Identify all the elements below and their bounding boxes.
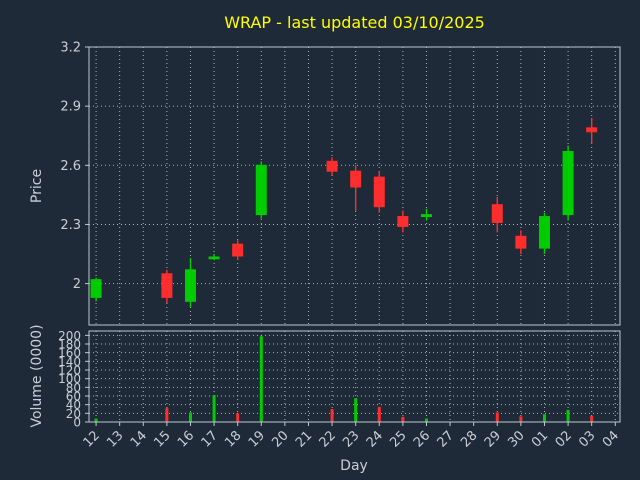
candle-body bbox=[184, 269, 196, 302]
price-tick-label: 2.9 bbox=[60, 100, 81, 115]
volume-panel-frame bbox=[88, 330, 621, 423]
candle-body bbox=[562, 150, 574, 216]
volume-bar bbox=[236, 413, 240, 422]
day-tick-label: 18 bbox=[222, 428, 244, 450]
volume-tick-label: 140 bbox=[58, 355, 81, 369]
volume-tick-label: 60 bbox=[66, 390, 81, 404]
day-tick-label: 15 bbox=[151, 428, 173, 450]
volume-bar bbox=[212, 395, 216, 422]
candle-body bbox=[515, 235, 527, 249]
volume-bar bbox=[495, 412, 499, 422]
volume-bar bbox=[542, 414, 546, 422]
candle-body bbox=[420, 214, 432, 218]
volume-tick-label: 80 bbox=[66, 381, 81, 395]
volume-tick-label: 40 bbox=[66, 398, 81, 412]
volume-bar bbox=[165, 408, 169, 422]
volume-bar bbox=[424, 418, 428, 422]
day-tick-label: 27 bbox=[435, 428, 457, 450]
day-tick-label: 28 bbox=[458, 428, 480, 450]
volume-bar bbox=[94, 418, 98, 422]
day-tick-label: 23 bbox=[340, 428, 362, 450]
day-tick-label: 01 bbox=[529, 428, 551, 450]
candle-body bbox=[350, 170, 362, 188]
day-tick-label: 25 bbox=[387, 428, 409, 450]
volume-bar bbox=[566, 409, 570, 422]
candle-body bbox=[161, 273, 173, 298]
volume-tick-label: 120 bbox=[58, 364, 81, 378]
day-tick-label: 16 bbox=[175, 428, 197, 450]
volume-bar bbox=[259, 336, 263, 422]
day-tick-label: 24 bbox=[364, 428, 386, 450]
candle-body bbox=[373, 176, 385, 208]
day-tick-label: 21 bbox=[293, 428, 315, 450]
volume-tick-label: 0 bbox=[73, 416, 81, 430]
volume-bar bbox=[188, 412, 192, 422]
volume-tick-label: 180 bbox=[58, 338, 81, 352]
candle-body bbox=[90, 279, 102, 298]
day-tick-label: 19 bbox=[246, 428, 268, 450]
volume-bar bbox=[401, 416, 405, 422]
volume-bar bbox=[377, 406, 381, 422]
chart-title: WRAP - last updated 03/10/2025 bbox=[224, 13, 485, 32]
volume-bar bbox=[354, 398, 358, 422]
candle-body bbox=[397, 216, 409, 227]
x-axis-label: Day bbox=[340, 458, 368, 474]
volume-bar bbox=[519, 416, 523, 422]
day-tick-label: 26 bbox=[411, 428, 433, 450]
volume-tick-label: 20 bbox=[66, 407, 81, 421]
candle-body bbox=[538, 216, 550, 249]
day-tick-label: 20 bbox=[269, 428, 291, 450]
day-tick-label: 04 bbox=[600, 428, 622, 450]
candle-body bbox=[208, 256, 220, 260]
day-tick-label: 17 bbox=[199, 428, 221, 450]
day-tick-label: 30 bbox=[505, 428, 527, 450]
volume-bar bbox=[330, 409, 334, 422]
day-tick-label: 02 bbox=[553, 428, 575, 450]
candle-body bbox=[586, 127, 598, 133]
day-tick-label: 12 bbox=[81, 428, 103, 450]
day-tick-label: 22 bbox=[317, 428, 339, 450]
candle-body bbox=[491, 204, 503, 223]
price-tick-label: 2.6 bbox=[60, 159, 81, 174]
price-panel-frame bbox=[88, 46, 621, 326]
price-tick-label: 3.2 bbox=[60, 41, 81, 56]
volume-axis-label: Volume (0000) bbox=[29, 324, 45, 428]
day-tick-label: 14 bbox=[128, 428, 150, 450]
day-tick-label: 13 bbox=[104, 428, 126, 450]
day-tick-label: 03 bbox=[576, 428, 598, 450]
price-axis-label: Price bbox=[29, 168, 45, 204]
volume-tick-label: 100 bbox=[58, 372, 81, 386]
volume-bar bbox=[590, 415, 594, 422]
price-tick-label: 2 bbox=[73, 277, 81, 292]
day-tick-label: 29 bbox=[482, 428, 504, 450]
candle-body bbox=[326, 160, 338, 172]
candle-body bbox=[232, 243, 244, 257]
volume-tick-label: 200 bbox=[58, 329, 81, 343]
candle-body bbox=[255, 164, 267, 216]
volume-tick-label: 160 bbox=[58, 346, 81, 360]
price-tick-label: 2.3 bbox=[60, 218, 81, 233]
